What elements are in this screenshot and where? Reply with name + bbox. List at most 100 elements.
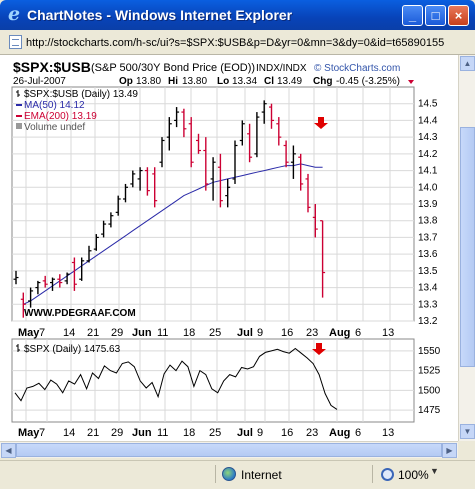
- ohlc-bar: [254, 112, 260, 158]
- scroll-right-icon[interactable]: ▶: [442, 443, 457, 458]
- horizontal-scroll-thumb[interactable]: [16, 443, 442, 457]
- maximize-button[interactable]: □: [425, 5, 446, 26]
- ohlc-bar: [269, 103, 274, 129]
- zoom-dropdown-icon[interactable]: ▼: [430, 466, 439, 476]
- url-field[interactable]: http://stockcharts.com/h-sc/ui?s=$SPX:$U…: [26, 37, 445, 49]
- scroll-left-icon[interactable]: ◀: [1, 443, 16, 458]
- main-x-tick-label: 9: [257, 327, 263, 339]
- sub-y-tick-label: 1550: [418, 346, 441, 357]
- ohlc-bar: [203, 137, 209, 191]
- main-y-tick-label: 13.6: [418, 249, 438, 260]
- ohlc-bar: [71, 257, 77, 291]
- main-y-tick-label: 13.5: [418, 266, 438, 277]
- sub-x-tick-label: 14: [63, 427, 75, 439]
- low-label: Lo: [217, 76, 229, 87]
- horizontal-scrollbar[interactable]: ◀ ▶: [0, 441, 458, 458]
- minimize-button[interactable]: _: [402, 5, 423, 26]
- scroll-down-icon[interactable]: ▼: [460, 424, 475, 439]
- sub-x-tick-label: 11: [157, 427, 168, 439]
- legend-volume: Volume undef: [24, 122, 85, 133]
- sub-x-tick-label: 13: [382, 427, 394, 439]
- main-y-tick-label: 14.3: [418, 132, 438, 143]
- page-content: $SPX:$USB (S&P 500/30Y Bond Price (EOD))…: [0, 55, 458, 441]
- ohlc-bars: [13, 100, 326, 318]
- ohlc-bar: [196, 133, 201, 154]
- main-y-axis: 14.5 14.4 14.3 14.2 14.1 14.0 13.9 13.8 13.7 13.6…: [418, 99, 438, 327]
- ohlc-bar: [123, 183, 128, 203]
- main-y-tick-label: 13.8: [418, 216, 438, 227]
- legend-main: $SPX:$USB (Daily) 13.49: [24, 89, 138, 100]
- main-x-tick-label: Aug: [329, 327, 350, 339]
- ohlc-legend-icon: [16, 90, 20, 97]
- low-value: 13.34: [232, 76, 257, 87]
- author-watermark: WWW.PDEGRAAF.COM: [24, 308, 136, 319]
- main-x-tick-label: 11: [157, 327, 168, 339]
- ohlc-bar: [247, 123, 253, 163]
- address-bar: [0, 30, 475, 55]
- main-x-tick-label: 13: [382, 327, 394, 339]
- status-bar: [0, 460, 475, 489]
- globe-icon: [222, 467, 236, 481]
- close-button[interactable]: ×: [448, 5, 469, 26]
- ohlc-bar: [188, 117, 194, 168]
- sub-x-tick-label: 29: [111, 427, 123, 439]
- ohlc-bar: [108, 212, 114, 228]
- vertical-scrollbar[interactable]: ▲ ▼: [458, 55, 475, 441]
- sub-y-axis: 1550 1525 1500 1475: [418, 346, 441, 416]
- stockcharts-watermark: © StockCharts.com: [314, 63, 400, 74]
- main-y-tick-label: 13.9: [418, 199, 438, 210]
- status-zoom-cell: [372, 465, 453, 483]
- main-x-tick-label: 23: [306, 327, 318, 339]
- sub-x-tick-label: 6: [355, 427, 361, 439]
- ohlc-bar: [93, 234, 99, 251]
- sub-x-tick-label: 18: [183, 427, 195, 439]
- ohlc-bar: [320, 220, 326, 298]
- volume-legend-icon: [16, 123, 22, 129]
- zoom-level[interactable]: 100%: [398, 468, 429, 482]
- ohlc-bar: [159, 137, 165, 168]
- main-x-axis: May 7 14 21 29 Jun 11 18 25 Jul 9 16 23 Aug 6 13: [18, 327, 394, 339]
- open-value: 13.80: [136, 76, 161, 87]
- scroll-up-icon[interactable]: ▲: [460, 56, 475, 71]
- ohlc-bar: [210, 157, 216, 201]
- ohlc-bar: [50, 277, 55, 291]
- main-y-tick-label: 14.4: [418, 115, 438, 126]
- chart-description: (S&P 500/30Y Bond Price (EOD)): [91, 62, 255, 74]
- sub-x-tick-label: 21: [87, 427, 99, 439]
- high-label: Hi: [168, 76, 178, 87]
- sub-panel: [11, 338, 415, 423]
- ohlc-bar: [261, 100, 267, 124]
- ohlc-bar: [13, 270, 19, 285]
- vertical-scroll-thumb[interactable]: [460, 127, 475, 367]
- spx-line: [14, 347, 338, 410]
- ohlc-bar: [64, 272, 70, 285]
- legend-spx: $SPX (Daily) 1475.63: [24, 344, 121, 355]
- ohlc-bar: [290, 145, 296, 179]
- main-x-tick-label: 6: [355, 327, 361, 339]
- main-y-tick-label: 14.1: [418, 166, 438, 177]
- ma50-line: [23, 163, 323, 305]
- security-zone-label: Internet: [241, 468, 282, 482]
- ohlc-bar: [166, 117, 172, 151]
- ohlc-bar: [305, 173, 311, 213]
- main-x-tick-label: 25: [209, 327, 221, 339]
- main-x-tick-label: 21: [87, 327, 99, 339]
- ohlc-bar: [239, 120, 245, 146]
- change-label: Chg: [313, 76, 332, 87]
- ohlc-bar: [283, 140, 289, 168]
- ohlc-bar: [20, 292, 26, 318]
- down-arrow-icon-sub: [312, 343, 326, 355]
- main-y-tick-label: 13.7: [418, 232, 438, 243]
- ohlc-bar: [115, 195, 121, 216]
- ohlc-bar: [225, 178, 231, 208]
- title-bar[interactable]: e ChartNotes - Windows Internet Explorer…: [0, 0, 475, 30]
- ohlc-bar: [35, 280, 41, 295]
- sub-y-tick-label: 1500: [418, 385, 441, 396]
- close-label: Cl: [264, 76, 274, 87]
- sub-x-tick-label: 23: [306, 427, 318, 439]
- main-y-tick-label: 14.5: [418, 99, 438, 110]
- zoom-icon[interactable]: [381, 468, 394, 481]
- main-x-tick-label: 29: [111, 327, 123, 339]
- main-y-tick-label: 13.2: [418, 316, 438, 327]
